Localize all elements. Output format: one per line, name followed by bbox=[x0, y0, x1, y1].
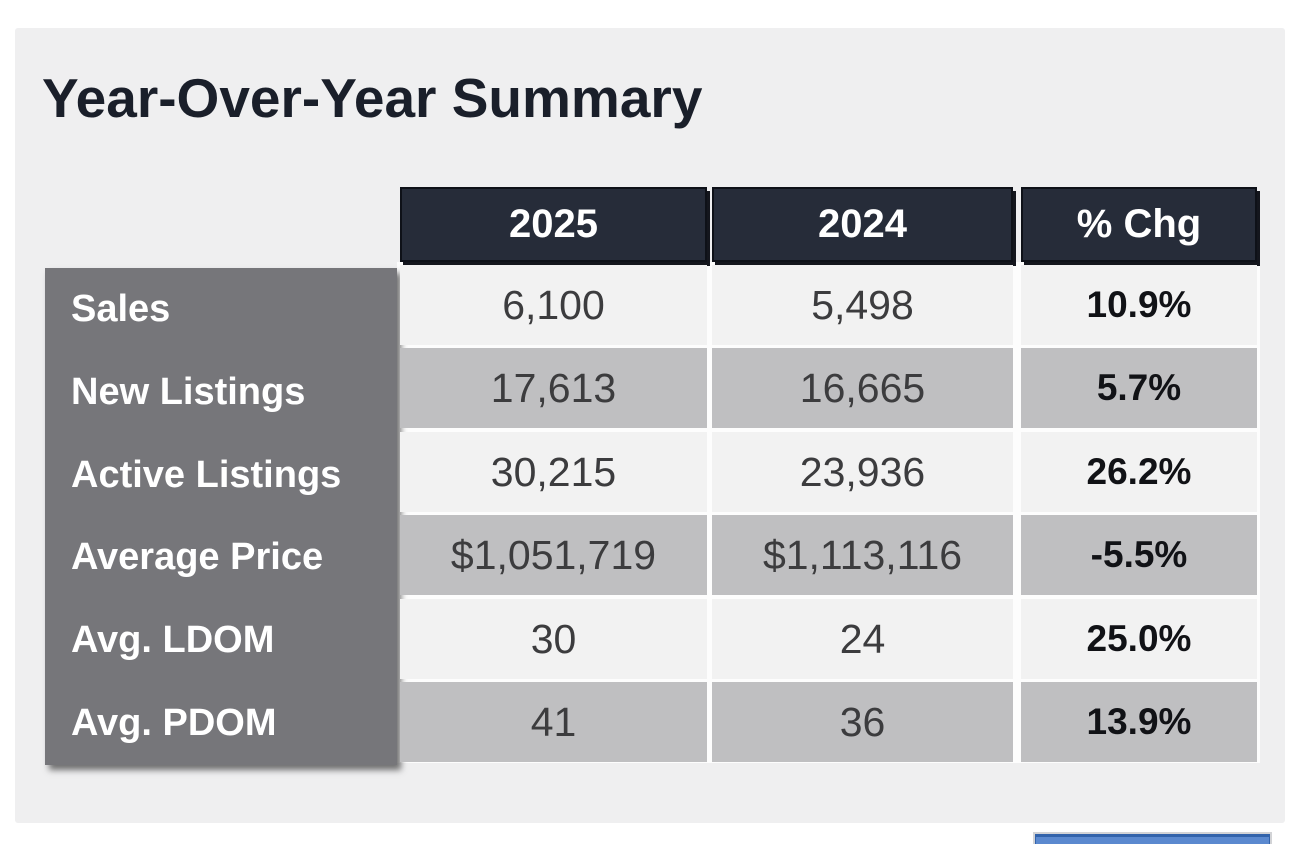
cell-average-price-2024: $1,113,116 bbox=[712, 515, 1013, 595]
cell-avg-ldom-2025: 30 bbox=[400, 599, 707, 679]
cell-new-listings-2025: 17,613 bbox=[400, 348, 707, 428]
row-label-active-listings: Active Listings bbox=[71, 453, 342, 496]
cell-sales-2024: 5,498 bbox=[712, 265, 1013, 345]
column-header-pct-chg: % Chg bbox=[1021, 187, 1257, 262]
row-label-column: Sales New Listings Active Listings Avera… bbox=[45, 268, 397, 765]
column-header-2025: 2025 bbox=[400, 187, 707, 262]
cell-active-listings-2024: 23,936 bbox=[712, 432, 1013, 512]
cropped-blue-element bbox=[1033, 832, 1272, 844]
row-label-sales: Sales bbox=[71, 287, 171, 330]
row-label-average-price: Average Price bbox=[71, 536, 324, 579]
table-grid-underlay bbox=[397, 262, 1260, 763]
cell-average-price-2025: $1,051,719 bbox=[400, 515, 707, 595]
cell-avg-pdom-2025: 41 bbox=[400, 682, 707, 762]
cell-average-price-pct: -5.5% bbox=[1021, 515, 1257, 595]
cell-avg-pdom-2024: 36 bbox=[712, 682, 1013, 762]
cell-sales-pct: 10.9% bbox=[1021, 265, 1257, 345]
cell-sales-2025: 6,100 bbox=[400, 265, 707, 345]
row-label-avg-ldom: Avg. LDOM bbox=[71, 619, 275, 662]
cropped-blue-element-fill bbox=[1035, 834, 1270, 844]
page-title: Year-Over-Year Summary bbox=[42, 67, 703, 129]
cell-new-listings-pct: 5.7% bbox=[1021, 348, 1257, 428]
cell-avg-ldom-2024: 24 bbox=[712, 599, 1013, 679]
cell-avg-pdom-pct: 13.9% bbox=[1021, 682, 1257, 762]
row-label-avg-pdom: Avg. PDOM bbox=[71, 702, 277, 745]
cell-new-listings-2024: 16,665 bbox=[712, 348, 1013, 428]
cell-avg-ldom-pct: 25.0% bbox=[1021, 599, 1257, 679]
column-header-2024: 2024 bbox=[712, 187, 1013, 262]
cell-active-listings-2025: 30,215 bbox=[400, 432, 707, 512]
cell-active-listings-pct: 26.2% bbox=[1021, 432, 1257, 512]
row-label-new-listings: New Listings bbox=[71, 370, 306, 413]
